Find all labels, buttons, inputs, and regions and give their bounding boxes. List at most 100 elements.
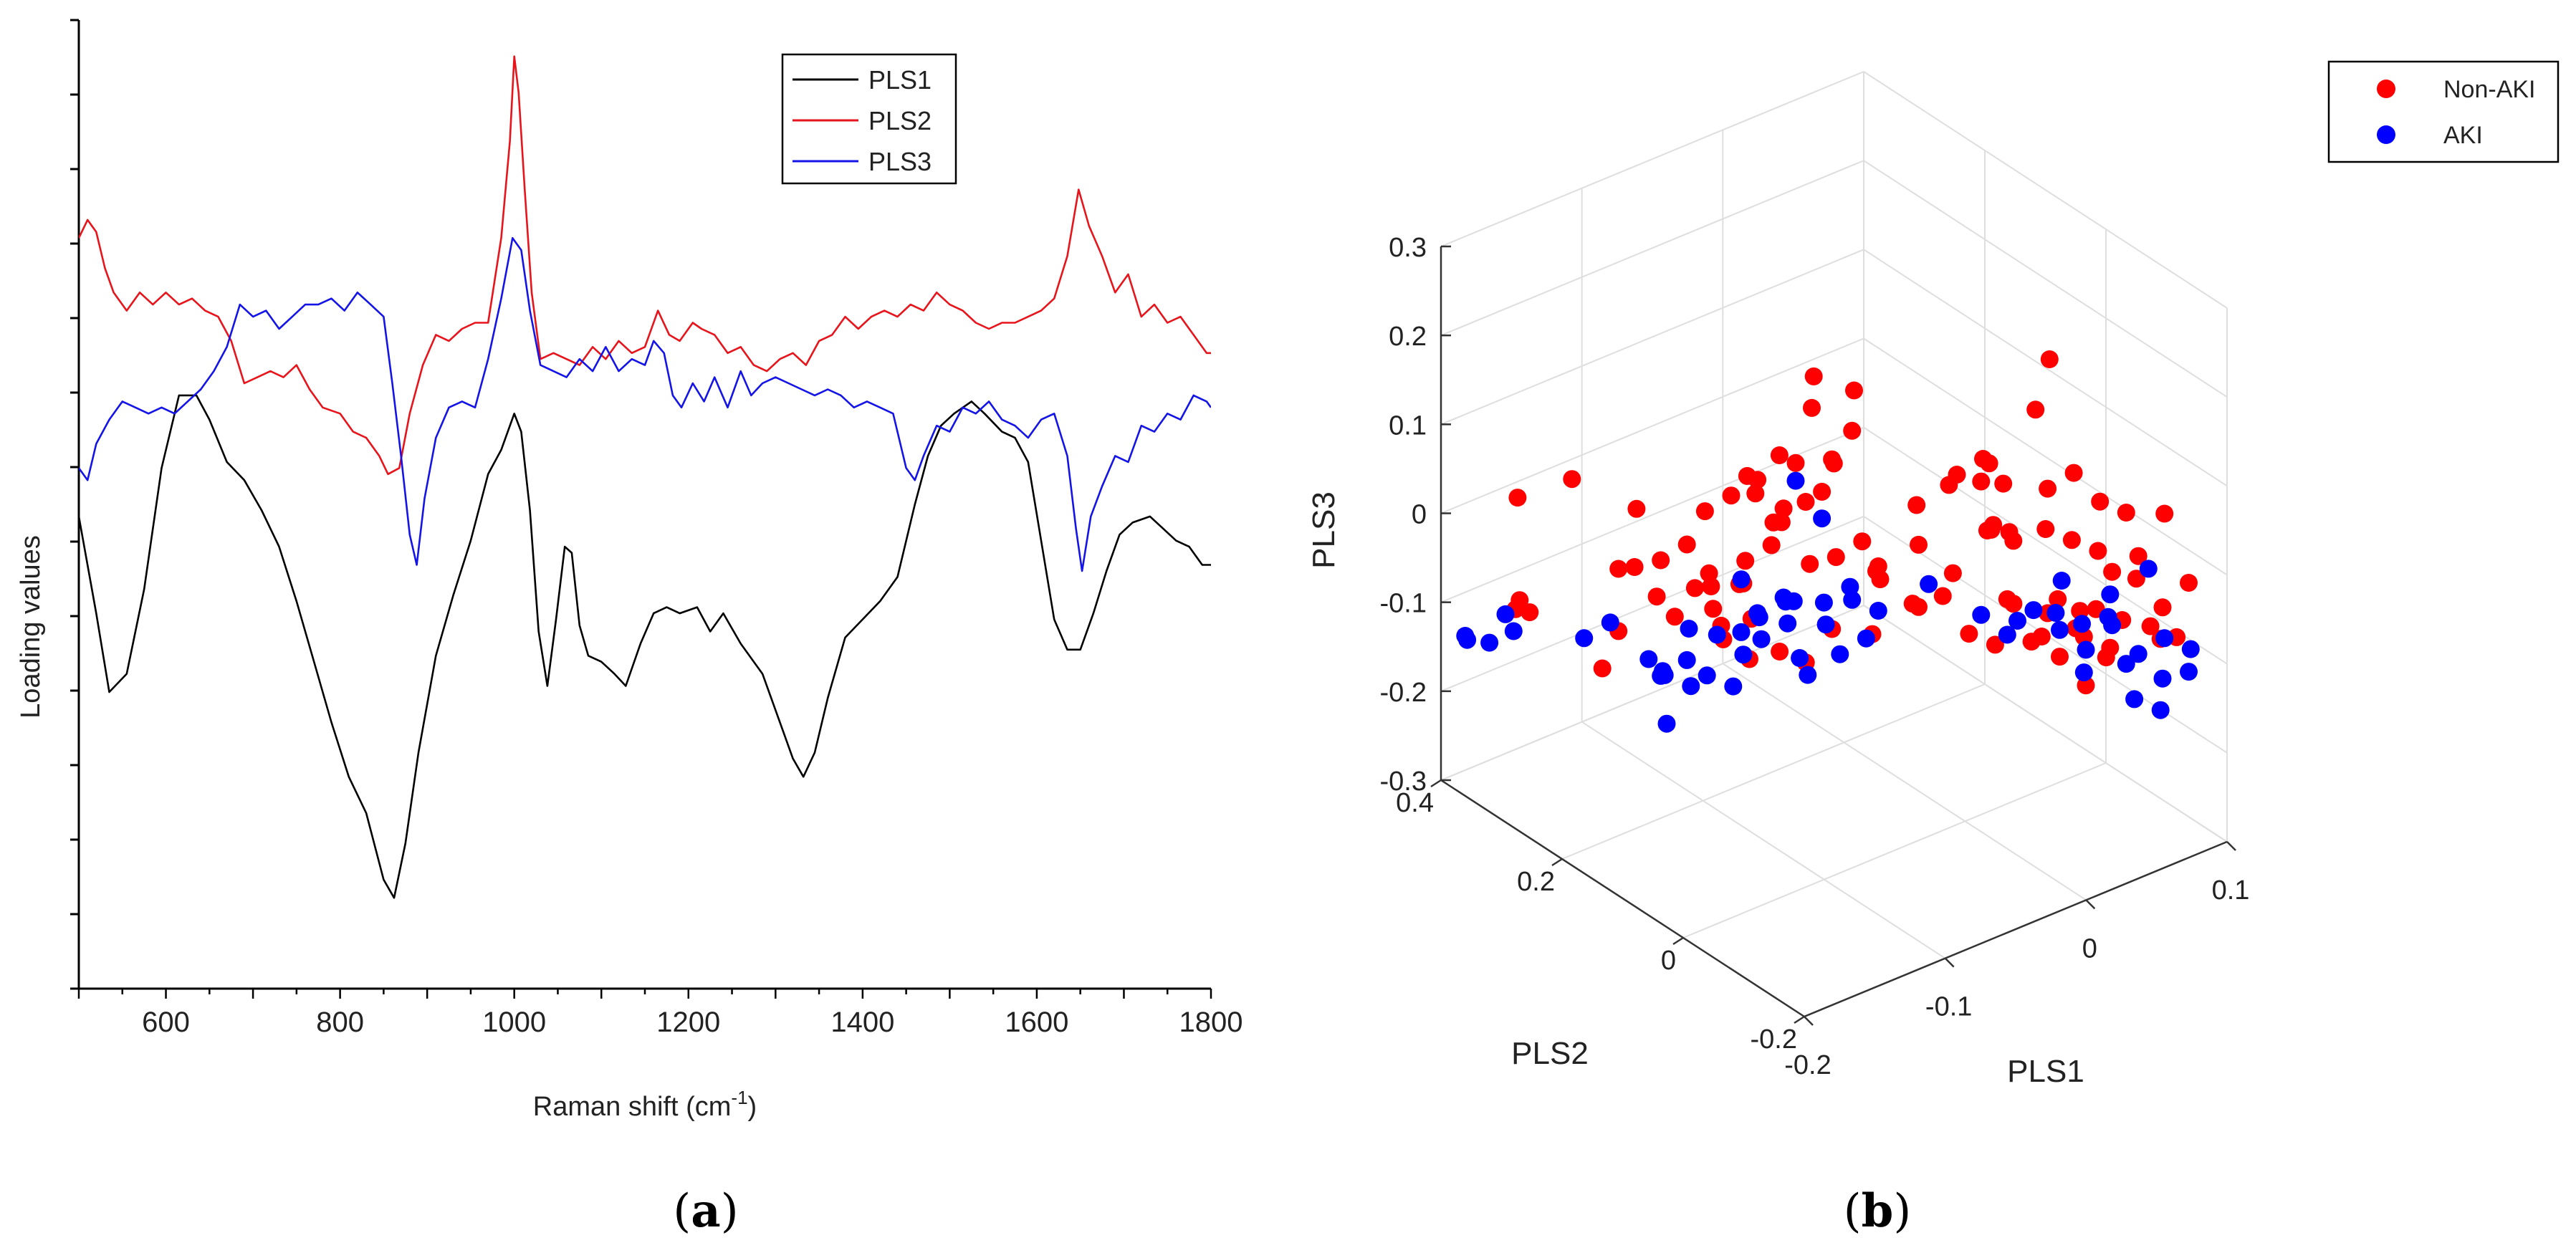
scatter-point-aki — [1752, 630, 1771, 648]
panel-b-floor-gridline — [1682, 762, 2107, 938]
panel-b-tick-label: -0.1 — [1925, 992, 1972, 1022]
scatter-point-non-aki — [1933, 587, 1952, 605]
scatter-point-aki — [1639, 650, 1658, 668]
panel-b-tick — [1430, 779, 1442, 788]
panel-b-axis-line — [1440, 779, 1805, 1018]
scatter-point-non-aki — [2022, 633, 2041, 651]
caption-b: (b) — [1844, 1184, 1912, 1238]
panel-b-tick-label: 0 — [1412, 500, 1427, 530]
scatter-point-aki — [2051, 620, 2069, 639]
panel-a-x-label-close: ) — [748, 1092, 757, 1122]
caption-b-close: ) — [1893, 1185, 1911, 1238]
panel-b-tick-label: 0 — [2082, 933, 2097, 964]
panel-b-tick — [1794, 1015, 1805, 1024]
scatter-point-non-aki — [1803, 398, 1821, 417]
caption-a-open: ( — [673, 1185, 691, 1238]
scatter-point-aki — [1732, 570, 1751, 589]
scatter-point-aki — [2129, 645, 2148, 663]
caption-a: (a) — [673, 1184, 738, 1238]
panel-b-wall-gridline — [1863, 249, 2228, 487]
scatter-point-aki — [2117, 655, 2135, 673]
scatter-point-non-aki — [1738, 466, 1756, 485]
panel-b-floor-gridline — [1722, 663, 2087, 901]
scatter-point-aki — [1504, 622, 1523, 640]
scatter-point-aki — [2153, 669, 2172, 688]
scatter-point-non-aki — [1772, 513, 1791, 532]
panel-a-x-tick-label: 800 — [316, 1007, 364, 1038]
scatter-point-non-aki — [2040, 350, 2059, 368]
panel-b-legend: Non-AKI AKI — [2327, 60, 2560, 163]
scatter-point-non-aki — [1563, 470, 1581, 489]
panel-b-tick — [2085, 899, 2096, 910]
scatter-point-aki — [1972, 605, 1991, 624]
scatter-point-aki — [2151, 701, 2170, 719]
scatter-point-aki — [2099, 608, 2117, 626]
panel-a-y-ticks — [70, 19, 79, 990]
scatter-point-aki — [1677, 650, 1696, 669]
scatter-point-aki — [1680, 620, 1698, 638]
scatter-point-non-aki — [1702, 577, 1720, 595]
scatter-point-non-aki — [2000, 523, 2019, 542]
scatter-point-non-aki — [1984, 516, 2003, 534]
scatter-point-aki — [1786, 471, 1805, 490]
scatter-point-non-aki — [1652, 551, 1670, 570]
panel-a-x-tick-label: 1000 — [482, 1007, 546, 1038]
scatter-point-aki — [1799, 666, 1817, 684]
scatter-point-non-aki — [2101, 638, 2120, 657]
scatter-point-non-aki — [2129, 547, 2148, 565]
panel-b-wall-gridline — [1440, 160, 1864, 337]
panel-b-tick — [2226, 841, 2236, 851]
panel-b-x-label: PLS1 — [2007, 1054, 2084, 1089]
panel-a-x-label: Raman shift (cm-1) — [533, 1087, 757, 1122]
panel-b-tick-label: -0.1 — [1380, 589, 1427, 619]
scatter-point-aki — [1456, 627, 1475, 645]
scatter-point-non-aki — [2180, 574, 2198, 592]
scatter-point-non-aki — [1845, 381, 1863, 400]
panel-b-tick — [1804, 1016, 1814, 1026]
scatter-point-non-aki — [2062, 531, 2081, 549]
scatter-point-non-aki — [1813, 482, 1832, 501]
panel-a-x-tick-label: 1600 — [1005, 1007, 1068, 1038]
scatter-point-non-aki — [1843, 421, 1862, 440]
scatter-point-aki — [1841, 577, 1859, 596]
legend-marker-non-aki — [2377, 80, 2395, 98]
panel-b-tick-label: 0.2 — [1389, 322, 1427, 352]
scatter-point-non-aki — [1609, 560, 1628, 578]
panel-b-points — [1456, 350, 2200, 733]
legend-label-pls3: PLS3 — [868, 147, 932, 176]
panel-a-x-tick-label: 600 — [142, 1007, 190, 1038]
panel-b-3d-scatter: -0.2 -0.1 0 0.1 -0.2 0 0.2 0.4 0.3 0.2 0.1 0 -0.1 -0.… — [1306, 60, 2560, 1089]
scatter-point-aki — [1601, 613, 1619, 632]
scatter-point-aki — [1657, 714, 1676, 733]
scatter-point-non-aki — [1770, 446, 1789, 464]
scatter-point-aki — [2046, 604, 2065, 622]
scatter-point-aki — [2155, 629, 2174, 648]
scatter-point-non-aki — [1521, 603, 1539, 622]
scatter-point-non-aki — [1943, 564, 1962, 582]
scatter-point-aki — [1784, 592, 1803, 610]
panel-b-tick-label: -0.2 — [1751, 1024, 1797, 1055]
panel-a-y-label: Loading values — [16, 535, 46, 719]
scatter-point-aki — [1920, 575, 1938, 593]
scatter-point-non-aki — [1972, 472, 1991, 491]
scatter-point-non-aki — [1907, 496, 1926, 514]
panel-b-tick-label: 0.4 — [1396, 788, 1434, 818]
scatter-point-aki — [2139, 560, 2158, 578]
panel-b-floor-gridline — [1581, 721, 1946, 959]
scatter-point-non-aki — [2153, 598, 2172, 617]
scatter-point-aki — [2008, 612, 2026, 630]
scatter-point-non-aki — [1826, 548, 1845, 567]
scatter-point-aki — [1496, 605, 1515, 623]
scatter-point-non-aki — [1508, 489, 1527, 507]
scatter-point-aki — [2052, 572, 2071, 590]
scatter-point-non-aki — [1695, 502, 1714, 521]
legend-label-non-aki: Non-AKI — [2443, 76, 2536, 103]
panel-b-wall-gridline — [1440, 605, 1864, 781]
scatter-point-non-aki — [1801, 554, 1819, 573]
scatter-point-non-aki — [1986, 635, 2004, 654]
caption-a-letter: a — [691, 1184, 720, 1238]
scatter-point-non-aki — [1940, 476, 1958, 494]
panel-b-legend-box — [2327, 60, 2560, 163]
scatter-point-non-aki — [1762, 536, 1781, 554]
